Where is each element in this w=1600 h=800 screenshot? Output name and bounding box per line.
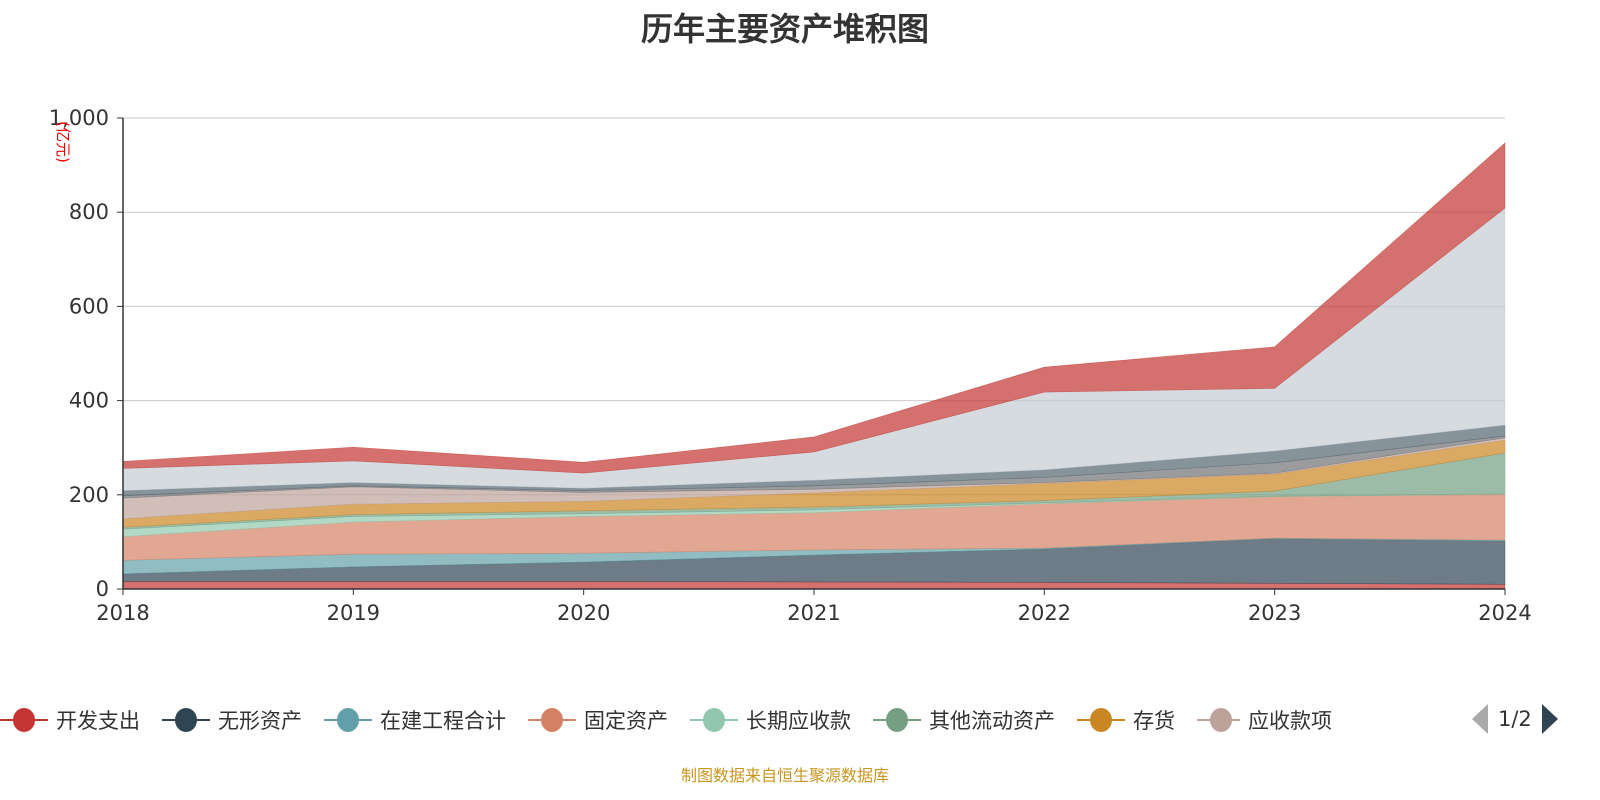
legend-item[interactable]: 开发支出 [0,705,140,735]
legend-prev-page-icon[interactable] [1472,704,1488,734]
y-tick-label: 400 [69,389,109,413]
legend-item[interactable]: 应收款项 [1197,705,1332,735]
legend-label: 无形资产 [218,709,302,733]
legend: 开发支出 无形资产 在建工程合计 固定资产 长期应收款 其他流动资产 存货 应收款项 [0,704,1354,736]
legend-marker-icon [1077,708,1125,732]
legend-page-indicator: 1/2 [1498,707,1532,731]
x-tick-label: 2018 [96,601,149,625]
legend-marker-icon [0,708,48,732]
legend-marker-icon [528,708,576,732]
y-axis-unit-label: (亿元) [54,121,72,163]
y-tick-label: 800 [69,200,109,224]
y-tick-label: 0 [96,577,109,601]
x-tick-label: 2024 [1478,601,1531,625]
legend-next-page-icon[interactable] [1541,704,1558,734]
area-series-11 [122,142,1506,474]
chart-title: 历年主要资产堆积图 [640,10,929,48]
legend-item[interactable]: 长期应收款 [690,705,851,735]
y-tick-label: 600 [69,294,109,318]
stacked-area-chart: 0 200 400 600 800 1,000 2018 2019 2020 2021 2022 20… [49,106,1532,625]
legend-label: 其他流动资产 [929,709,1055,733]
legend-label: 应收款项 [1248,709,1332,733]
legend-marker-icon [690,708,738,732]
legend-marker-icon [873,708,921,732]
legend-item[interactable]: 存货 [1077,705,1175,735]
x-tick-label: 2020 [557,601,610,625]
data-source-note: 制图数据来自恒生聚源数据库 [680,766,889,785]
legend-item[interactable]: 其他流动资产 [873,705,1055,735]
x-tick-label: 2023 [1248,601,1301,625]
legend-marker-icon [162,708,210,732]
x-tick-label: 2022 [1018,601,1071,625]
legend-label: 固定资产 [584,709,668,733]
legend-item[interactable]: 在建工程合计 [324,705,506,735]
legend-item[interactable]: 无形资产 [162,705,302,735]
legend-pager: 1/2 [1472,704,1558,734]
x-tick-label: 2021 [787,601,840,625]
legend-marker-icon [324,708,372,732]
legend-marker-icon [1197,708,1240,732]
legend-label: 长期应收款 [746,709,851,733]
legend-label: 存货 [1133,709,1175,733]
x-tick-label: 2019 [327,601,380,625]
y-tick-label: 1,000 [49,106,109,130]
legend-label: 在建工程合计 [380,709,506,733]
legend-label: 开发支出 [56,709,140,733]
legend-item[interactable]: 固定资产 [528,705,668,735]
y-tick-label: 200 [69,483,109,507]
